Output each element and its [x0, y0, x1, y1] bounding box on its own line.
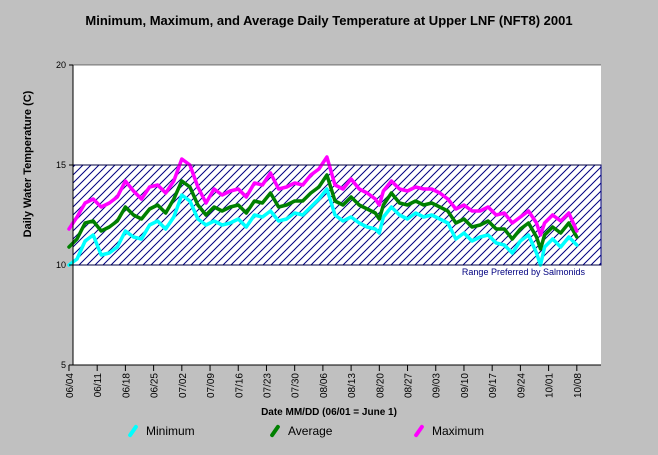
- x-tick-label: 08/13: [347, 373, 358, 398]
- x-tick-label: 08/20: [375, 373, 386, 398]
- legend-label-minimum: Minimum: [146, 424, 195, 438]
- legend-item-average: Average: [268, 424, 332, 438]
- x-tick-label: 07/02: [178, 373, 189, 398]
- chart-title-text: Minimum, Maximum, and Average Daily Temp…: [85, 13, 573, 28]
- x-tick-label: 08/27: [404, 373, 415, 398]
- x-tick-label: 07/30: [291, 373, 302, 398]
- x-tick-label: 07/09: [206, 373, 217, 398]
- x-tick-label: 10/01: [545, 373, 556, 398]
- x-axis-label: Date MM/DD (06/01 = June 1): [261, 407, 397, 418]
- x-tick-label: 09/24: [516, 373, 527, 398]
- legend: Minimum Average Maximum: [0, 424, 658, 444]
- legend-swatch-minimum: [127, 424, 139, 438]
- legend-swatch-maximum: [413, 424, 425, 438]
- legend-item-maximum: Maximum: [412, 424, 484, 438]
- y-tick-label: 15: [56, 160, 66, 170]
- x-tick-label: 06/25: [150, 373, 161, 398]
- x-tick-label: 07/16: [234, 373, 245, 398]
- x-tick-label: 09/17: [488, 373, 499, 398]
- series-line-maximum: [67, 155, 579, 237]
- band-label: Range Preferred by Salmonids: [462, 267, 586, 277]
- x-tick-label: 09/10: [460, 373, 471, 398]
- series-line-minimum: [67, 187, 579, 267]
- series-line-average: [67, 173, 579, 251]
- chart-title: Minimum, Maximum, and Average Daily Temp…: [0, 12, 658, 30]
- x-tick-label: 08/06: [319, 373, 330, 398]
- x-tick-label: 06/04: [65, 373, 76, 398]
- y-tick-label: 20: [56, 60, 66, 70]
- legend-swatch-average: [269, 424, 281, 438]
- x-tick-label: 06/11: [93, 373, 104, 398]
- legend-label-average: Average: [288, 424, 333, 438]
- legend-item-minimum: Minimum: [126, 424, 195, 438]
- x-tick-label: 06/18: [121, 373, 132, 398]
- x-tick-label: 10/08: [573, 373, 584, 398]
- legend-label-maximum: Maximum: [432, 424, 485, 438]
- y-tick-label: 10: [56, 260, 66, 270]
- x-tick-label: 09/03: [432, 373, 443, 398]
- x-tick-label: 07/23: [262, 373, 273, 398]
- y-tick-label: 5: [61, 360, 66, 370]
- y-axis-label: Daily Water Temperature (C): [22, 90, 34, 238]
